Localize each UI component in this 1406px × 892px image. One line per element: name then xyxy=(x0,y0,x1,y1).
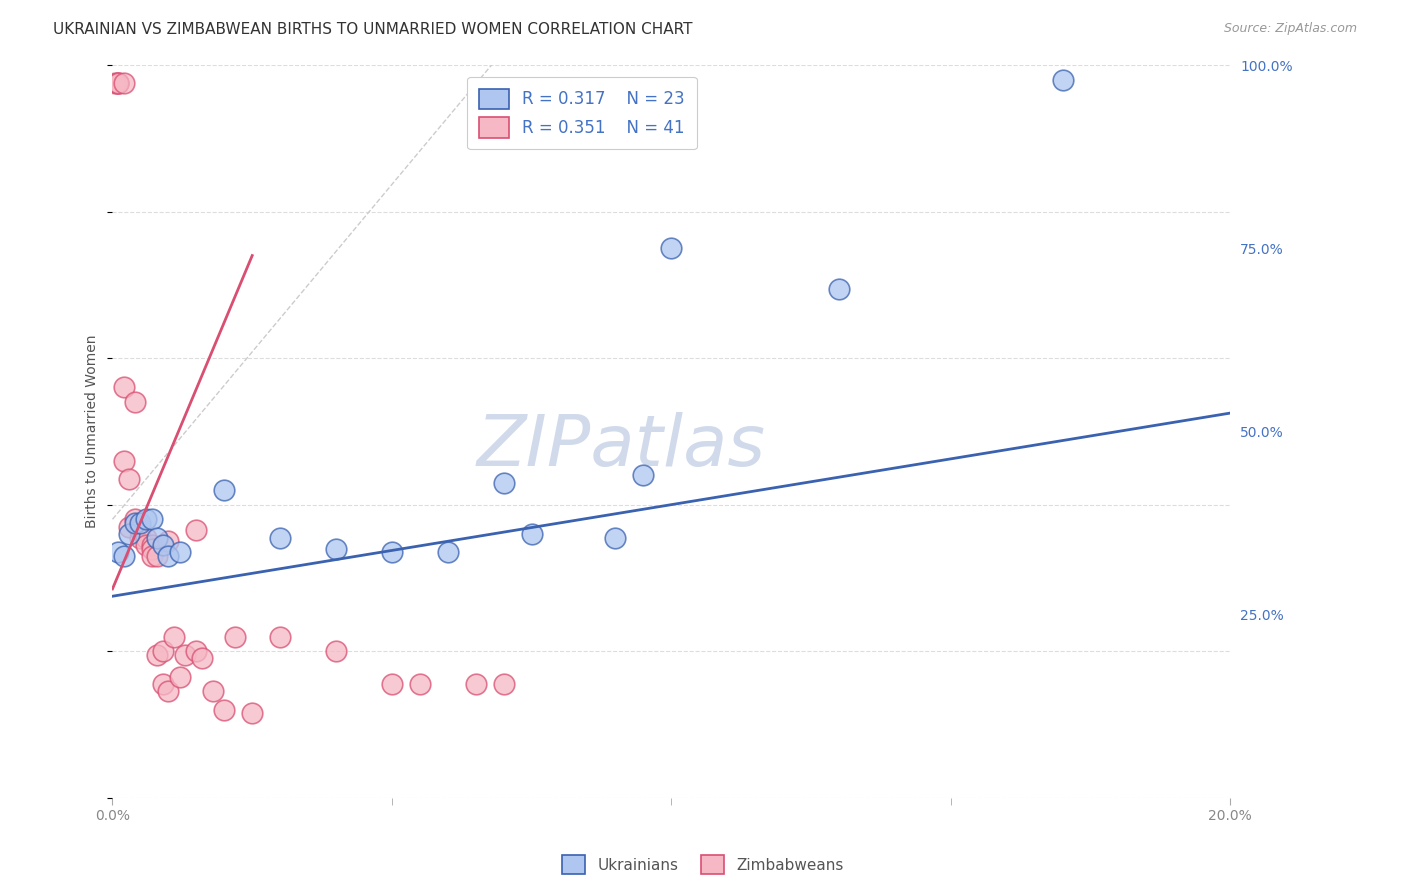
Point xyxy=(169,670,191,684)
Point xyxy=(135,538,157,552)
Point xyxy=(146,549,169,563)
Point xyxy=(107,77,129,91)
Point xyxy=(129,519,152,533)
Point xyxy=(135,512,157,526)
Point xyxy=(381,545,404,559)
Point xyxy=(129,531,152,545)
Point xyxy=(202,684,225,698)
Point xyxy=(214,703,236,717)
Text: Source: ZipAtlas.com: Source: ZipAtlas.com xyxy=(1223,22,1357,36)
Legend: Ukrainians, Zimbabweans: Ukrainians, Zimbabweans xyxy=(557,849,849,880)
Point xyxy=(492,677,515,691)
Point xyxy=(186,644,208,658)
Point xyxy=(381,677,404,691)
Point xyxy=(152,677,174,691)
Point xyxy=(325,644,347,658)
Text: UKRAINIAN VS ZIMBABWEAN BIRTHS TO UNMARRIED WOMEN CORRELATION CHART: UKRAINIAN VS ZIMBABWEAN BIRTHS TO UNMARR… xyxy=(53,22,693,37)
Point xyxy=(129,516,152,530)
Point xyxy=(135,531,157,545)
Point xyxy=(146,531,169,545)
Point xyxy=(325,541,347,556)
Point xyxy=(112,549,135,563)
Point xyxy=(157,534,180,549)
Point xyxy=(520,527,543,541)
Point xyxy=(124,395,146,409)
Point xyxy=(107,77,129,91)
Point xyxy=(118,519,141,533)
Point xyxy=(659,241,682,255)
Point xyxy=(118,472,141,486)
Point xyxy=(492,475,515,490)
Point xyxy=(409,677,432,691)
Point xyxy=(214,483,236,497)
Text: ZIPatlas: ZIPatlas xyxy=(477,411,765,481)
Point xyxy=(118,527,141,541)
Y-axis label: Births to Unmarried Women: Births to Unmarried Women xyxy=(86,334,100,528)
Point xyxy=(224,630,246,644)
Point xyxy=(1052,72,1074,87)
Point xyxy=(141,512,163,526)
Point xyxy=(269,531,291,545)
Point xyxy=(107,77,129,91)
Point xyxy=(240,706,263,721)
Point xyxy=(437,545,460,559)
Point xyxy=(828,281,851,295)
Point xyxy=(191,651,214,665)
Point xyxy=(169,545,191,559)
Point xyxy=(112,453,135,467)
Point xyxy=(174,648,197,662)
Point xyxy=(124,512,146,526)
Point xyxy=(129,523,152,537)
Point xyxy=(186,523,208,537)
Point xyxy=(107,545,129,559)
Point xyxy=(152,538,174,552)
Point xyxy=(112,77,135,91)
Point xyxy=(104,77,127,91)
Point xyxy=(141,541,163,556)
Point xyxy=(157,684,180,698)
Point xyxy=(112,380,135,394)
Point xyxy=(146,648,169,662)
Point xyxy=(141,538,163,552)
Point xyxy=(269,630,291,644)
Legend: R = 0.317    N = 23, R = 0.351    N = 41: R = 0.317 N = 23, R = 0.351 N = 41 xyxy=(467,77,696,150)
Point xyxy=(152,644,174,658)
Point xyxy=(464,677,486,691)
Point xyxy=(605,531,627,545)
Point xyxy=(163,630,186,644)
Point xyxy=(141,549,163,563)
Point xyxy=(633,468,655,483)
Point xyxy=(124,516,146,530)
Point xyxy=(157,549,180,563)
